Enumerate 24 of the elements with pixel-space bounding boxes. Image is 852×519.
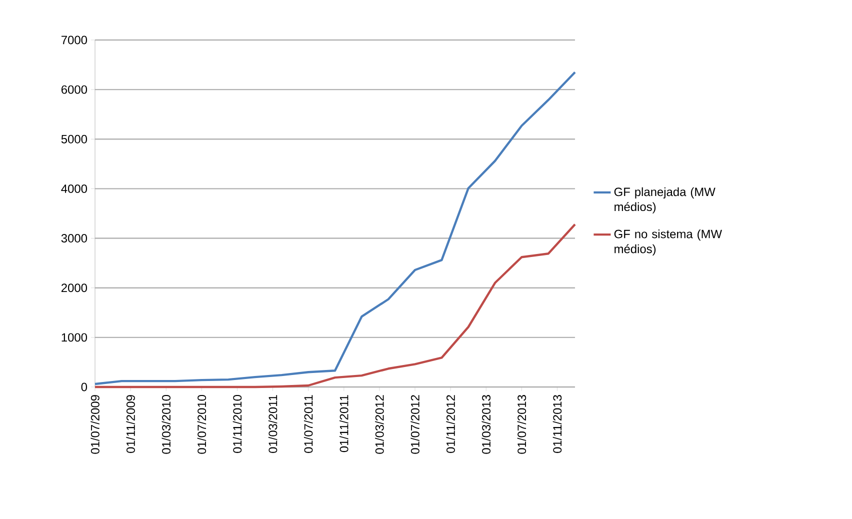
y-tick-label: 4000 (61, 184, 88, 193)
x-tick-label: 01/11/2011 (340, 395, 348, 452)
y-tick-label: 7000 (62, 36, 88, 44)
y-tick-label: 3000 (61, 234, 88, 242)
x-tick-label: 01/03/2012 (375, 395, 384, 454)
y-tick-label: 6000 (62, 85, 88, 94)
x-tick-label: 01/11/2009 (126, 395, 135, 453)
y-tick-label: 5000 (61, 134, 88, 144)
x-tick-label: 01/07/2011 (304, 395, 313, 453)
y-tick-label: 1000 (62, 333, 88, 342)
x-tick-label: 01/07/2009 (90, 395, 100, 454)
x-tick-label: 01/11/2013 (552, 395, 562, 453)
y-tick-label: 2000 (61, 284, 88, 292)
legend-label: GF planejada (MW médios) (614, 187, 716, 214)
x-tick-label: 01/03/2010 (162, 394, 171, 454)
legend-label: GF no sistema (MW médios) (614, 229, 722, 256)
x-tick-label: 01/11/2012 (446, 395, 455, 453)
x-tick-label: 01/07/2012 (410, 395, 420, 454)
x-tick-label: 01/11/2010 (232, 394, 242, 453)
x-tick-label: 01/03/2011 (268, 395, 278, 453)
y-tick-label: 0 (81, 382, 88, 392)
x-tick-label: 01/03/2013 (482, 395, 490, 454)
x-tick-label: 01/07/2010 (197, 394, 206, 454)
x-tick-label: 01/07/2013 (517, 395, 526, 454)
